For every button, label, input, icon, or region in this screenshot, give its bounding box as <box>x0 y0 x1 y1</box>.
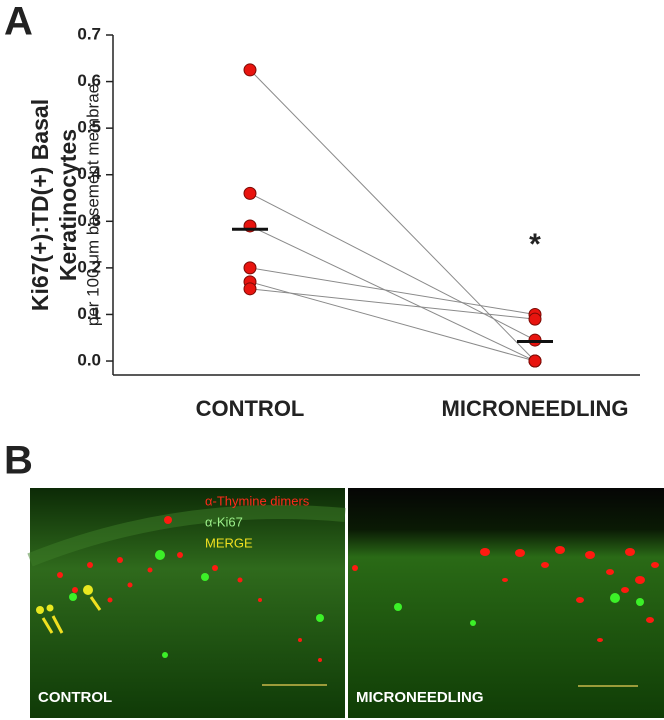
micrograph-control <box>27 488 346 718</box>
data-point <box>528 312 542 326</box>
data-point <box>528 354 542 368</box>
panel-label: B <box>4 439 33 483</box>
data-point <box>243 186 257 200</box>
y-axis-title: Ki67(+):TD(+) Basal <box>27 99 53 311</box>
y-tick-label: 0.4 <box>77 164 101 183</box>
legend-text: α-Thymine dimers <box>205 493 310 508</box>
pair-line <box>249 225 536 362</box>
x-tick-label: CONTROL <box>196 396 305 421</box>
pair-line <box>249 69 536 362</box>
pair-line <box>249 281 536 362</box>
x-tick-label: MICRONEEDLING <box>442 396 629 421</box>
data-point <box>243 261 257 275</box>
pair-line <box>249 267 536 315</box>
pair-line <box>249 192 536 341</box>
y-tick-label: 0.7 <box>77 24 101 43</box>
micrograph-label: CONTROL <box>38 689 112 706</box>
y-axis-subtitle: per 100 μm basement membrae <box>83 84 102 326</box>
y-tick-label: 0.3 <box>77 211 101 230</box>
data-point <box>243 63 257 77</box>
y-axis-title: Keratinocytes <box>55 129 81 281</box>
y-tick-label: 0.2 <box>77 257 101 276</box>
pair-line <box>249 288 536 320</box>
y-tick-label: 0.1 <box>77 304 101 323</box>
y-tick-label: 0.0 <box>77 351 101 370</box>
micrograph-microneedling <box>348 488 664 718</box>
panel-label: A <box>4 0 33 44</box>
micrograph-label: MICRONEEDLING <box>356 689 484 706</box>
legend-text: α-Ki67 <box>205 514 243 529</box>
legend-text: MERGE <box>205 535 253 550</box>
y-tick-label: 0.5 <box>77 118 101 137</box>
data-point <box>243 282 257 296</box>
y-tick-label: 0.6 <box>77 71 101 90</box>
significance-marker: * <box>529 228 541 261</box>
